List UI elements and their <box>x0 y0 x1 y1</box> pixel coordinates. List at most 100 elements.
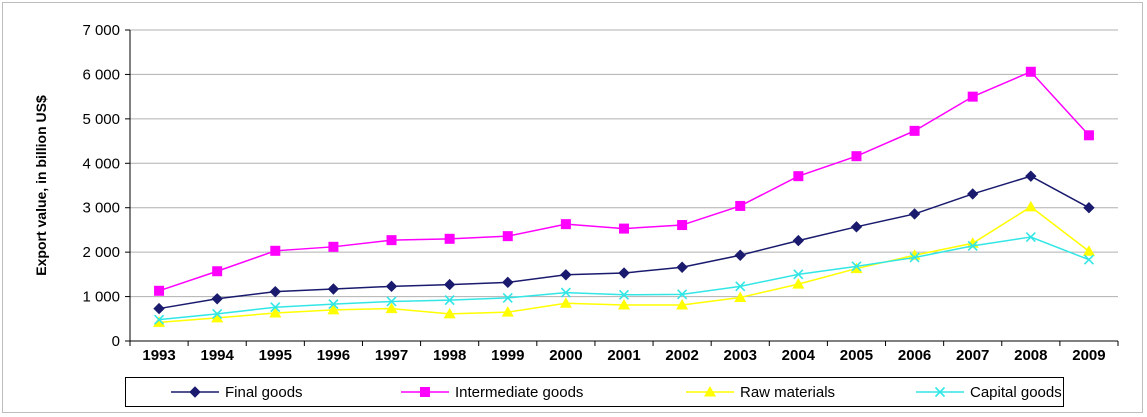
data-point-capital-goods <box>677 289 688 300</box>
legend-item-final-goods: Final goods <box>171 378 303 406</box>
legend-swatch-capital-goods <box>916 386 964 398</box>
data-point-capital-goods <box>270 302 281 313</box>
data-point-intermediate-goods <box>560 219 571 230</box>
legend-marker-final-goods <box>189 386 201 398</box>
x-tick-label: 1994 <box>200 347 234 364</box>
x-tick-label: 2009 <box>1072 347 1105 364</box>
data-point-intermediate-goods <box>444 233 455 244</box>
data-point-final-goods <box>1083 202 1095 214</box>
x-tick-label: 1999 <box>491 347 524 364</box>
series-capital-goods <box>153 231 1095 325</box>
data-point-final-goods <box>966 188 979 200</box>
data-point-capital-goods <box>1083 254 1095 265</box>
data-point-capital-goods <box>560 287 571 298</box>
axes: 0 1 000 2 000 3 000 4 000 5 000 6 000 7 000 1993… <box>82 22 1119 364</box>
data-point-intermediate-goods <box>328 241 339 252</box>
data-point-final-goods <box>153 302 165 315</box>
data-point-capital-goods <box>793 269 804 280</box>
data-point-intermediate-goods <box>851 151 862 162</box>
data-point-raw-materials <box>1024 200 1037 212</box>
data-point-capital-goods <box>618 289 630 300</box>
series-lines <box>153 66 1095 327</box>
data-point-intermediate-goods <box>735 200 746 211</box>
legend-item-raw-materials: Raw materials <box>686 378 835 406</box>
series-line-final-goods <box>158 175 1090 310</box>
data-point-intermediate-goods <box>212 266 223 277</box>
data-point-final-goods <box>792 234 805 247</box>
data-point-intermediate-goods <box>1083 130 1094 141</box>
x-tick-label: 2007 <box>956 347 989 364</box>
data-point-final-goods <box>618 267 630 279</box>
series-final-goods <box>153 170 1095 315</box>
data-point-capital-goods <box>1025 231 1036 243</box>
legend-label: Intermediate goods <box>455 383 584 401</box>
data-point-raw-materials <box>792 278 805 289</box>
data-point-final-goods <box>385 280 398 293</box>
legend-label: Final goods <box>225 383 303 401</box>
x-tick-label: 2006 <box>898 347 931 364</box>
data-point-raw-materials <box>501 306 514 317</box>
data-point-raw-materials <box>153 316 166 327</box>
x-tick-label: 2003 <box>724 347 757 364</box>
data-point-capital-goods <box>909 252 920 263</box>
data-point-final-goods <box>734 249 746 261</box>
data-point-raw-materials <box>269 307 282 318</box>
data-point-raw-materials <box>618 299 630 310</box>
x-tick-label: 2002 <box>665 347 698 364</box>
data-point-raw-materials <box>211 311 224 323</box>
data-point-capital-goods <box>328 299 339 310</box>
data-point-final-goods <box>908 208 921 220</box>
legend-item-capital-goods: Capital goods <box>916 378 1062 406</box>
data-point-intermediate-goods <box>909 125 920 136</box>
data-point-capital-goods <box>851 261 862 272</box>
data-point-final-goods <box>676 261 688 273</box>
data-point-raw-materials <box>734 291 747 302</box>
data-point-capital-goods <box>967 240 978 251</box>
data-point-raw-materials <box>385 302 398 314</box>
data-point-raw-materials <box>559 297 572 308</box>
data-point-final-goods <box>211 293 223 305</box>
legend-label: Capital goods <box>970 383 1062 401</box>
x-tick-label: 1996 <box>317 347 350 364</box>
legend-swatch-intermediate-goods <box>401 387 449 397</box>
data-point-final-goods <box>850 221 863 233</box>
y-tick-label: 4 000 <box>82 155 120 172</box>
legend-marker-intermediate-goods <box>420 387 430 397</box>
series-line-intermediate-goods <box>158 70 1090 292</box>
data-point-capital-goods <box>212 308 223 319</box>
data-point-capital-goods <box>153 314 165 325</box>
y-tick-label: 1 000 <box>82 289 120 306</box>
data-point-intermediate-goods <box>793 171 804 182</box>
x-tick-label: 1993 <box>142 347 175 364</box>
x-tick-label: 1997 <box>375 347 408 364</box>
y-tick-label: 5 000 <box>82 111 120 128</box>
legend-item-intermediate-goods: Intermediate goods <box>401 378 583 406</box>
data-point-intermediate-goods <box>270 245 281 256</box>
data-point-intermediate-goods <box>619 223 629 234</box>
data-point-final-goods <box>443 278 456 291</box>
data-point-intermediate-goods <box>502 231 513 242</box>
y-tick-label: 6 000 <box>82 66 120 83</box>
x-tick-label: 1995 <box>259 347 292 364</box>
data-point-capital-goods <box>386 296 397 307</box>
x-tick-label: 2004 <box>782 347 816 364</box>
data-point-intermediate-goods <box>1025 66 1036 77</box>
x-tick-label: 2000 <box>549 347 582 364</box>
data-point-intermediate-goods <box>967 91 978 102</box>
data-point-capital-goods <box>735 281 746 292</box>
x-tick-label: 2001 <box>607 347 640 364</box>
data-point-capital-goods <box>444 295 455 306</box>
y-tick-label: 2 000 <box>82 244 120 261</box>
data-point-raw-materials <box>676 299 689 310</box>
legend-swatch-raw-materials <box>686 386 734 397</box>
data-point-final-goods <box>560 269 572 281</box>
y-tick-label: 0 <box>112 333 120 350</box>
series-intermediate-goods <box>154 66 1094 296</box>
y-axis-label: Export value, in billion US$ <box>33 95 49 276</box>
data-point-final-goods <box>1025 170 1037 182</box>
data-point-raw-materials <box>327 303 340 315</box>
legend-swatch-final-goods <box>171 386 219 398</box>
series-raw-materials <box>153 200 1095 327</box>
x-tick-label: 2008 <box>1014 347 1047 364</box>
